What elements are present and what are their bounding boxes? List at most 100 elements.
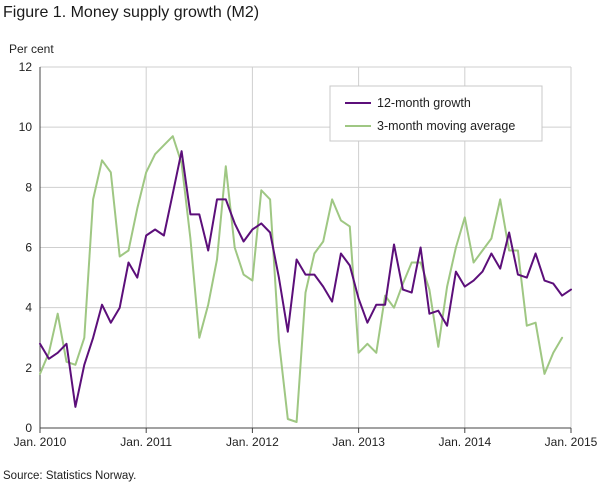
y-tick-label: 4 [25,301,32,315]
data-point-moving-average [464,216,466,219]
data-point-moving-average [561,337,563,339]
data-point-moving-average [101,159,103,161]
data-point-growth [517,273,519,276]
series-line-growth [39,150,572,408]
data-point-growth [464,286,466,288]
data-point-growth [172,192,174,194]
data-point-moving-average [172,135,174,137]
data-point-moving-average [242,273,245,276]
data-point-moving-average [216,258,218,261]
data-point-growth [57,352,59,354]
data-point-growth [304,273,307,276]
data-point-moving-average [260,189,262,191]
data-point-moving-average [278,340,280,342]
series-line-moving-average [39,135,564,423]
x-tick-label: Jan. 2010 [14,435,67,449]
legend-label-moving-average: 3-month moving average [377,119,515,133]
data-point-moving-average [136,207,138,209]
x-tick-label: Jan. 2015 [545,435,598,449]
y-tick-label: 0 [25,421,32,435]
data-point-growth [561,295,563,297]
data-point-growth [154,228,156,231]
y-tick-label: 8 [25,180,32,194]
data-point-growth [145,234,147,237]
data-point-moving-average [57,313,59,315]
data-point-growth [473,279,475,282]
data-point-growth [163,234,165,237]
data-point-growth [393,243,395,246]
data-point-moving-average [127,249,130,252]
data-point-moving-average [189,237,192,240]
data-point-moving-average [375,352,377,354]
data-point-moving-average [446,286,448,288]
data-point-moving-average [145,171,147,173]
data-point-moving-average [251,279,253,282]
data-point-moving-average [358,352,360,354]
y-tick-label: 10 [19,120,33,134]
data-point-moving-average [163,144,165,146]
data-point-growth [216,198,218,200]
data-point-growth [340,252,342,255]
data-point-moving-average [393,307,395,309]
data-point-moving-average [322,240,324,243]
data-point-growth [74,406,76,408]
data-point-growth [552,283,554,285]
data-point-growth [508,231,510,234]
data-point-growth [331,301,333,303]
data-point-moving-average [473,261,475,264]
data-point-moving-average [419,261,422,264]
data-point-growth [278,276,280,279]
y-tick-label: 2 [25,361,32,375]
data-point-growth [349,264,351,267]
axes: 0 2 4 6 8 10 12 Jan. 2010 Jan. 2011 Jan. 2012 Jan.… [14,60,598,449]
data-point-growth [543,279,546,282]
data-point-moving-average [517,249,519,252]
data-point-growth [92,337,94,339]
data-point-moving-average [83,337,85,339]
data-point-growth [225,198,227,200]
data-point-moving-average [296,421,298,423]
data-point-moving-average [198,337,200,339]
data-point-growth [269,231,271,234]
x-tick-label: Jan. 2011 [120,435,172,449]
x-tick-label: Jan. 2012 [226,435,279,449]
data-point-moving-average [455,246,457,249]
data-point-moving-average [552,352,554,354]
data-point-moving-average [313,252,315,255]
data-point-moving-average [207,304,209,306]
data-point-moving-average [181,162,183,164]
y-tick-label: 6 [25,241,32,255]
legend-box [329,85,543,142]
data-point-moving-average [437,346,439,348]
data-point-moving-average [39,373,41,375]
data-point-growth [189,213,192,216]
data-point-moving-average [331,198,333,200]
data-point-moving-average [543,373,546,375]
data-point-growth [110,322,112,324]
data-point-growth [198,213,200,216]
data-point-growth [136,276,138,279]
data-point-moving-average [428,289,430,291]
data-point-moving-average [110,171,112,173]
data-point-growth [119,307,121,309]
data-point-growth [101,304,103,306]
data-point-growth [83,364,85,366]
data-point-growth [234,222,236,225]
data-point-moving-average [411,261,413,264]
data-point-moving-average [74,364,76,366]
data-point-growth [437,310,439,312]
data-point-moving-average [154,153,156,155]
data-point-moving-average [119,255,121,258]
data-point-growth [526,276,528,279]
legend: 12-month growth 3-month moving average [329,85,543,142]
data-point-moving-average [366,343,369,345]
data-point-growth [242,240,245,243]
data-point-moving-average [48,352,50,354]
data-point-moving-average [526,325,528,327]
data-point-growth [65,343,68,345]
data-point-growth [419,246,422,249]
chart-title: Figure 1. Money supply growth (M2) [3,4,260,21]
data-point-moving-average [92,198,94,200]
data-point-growth [358,298,360,300]
